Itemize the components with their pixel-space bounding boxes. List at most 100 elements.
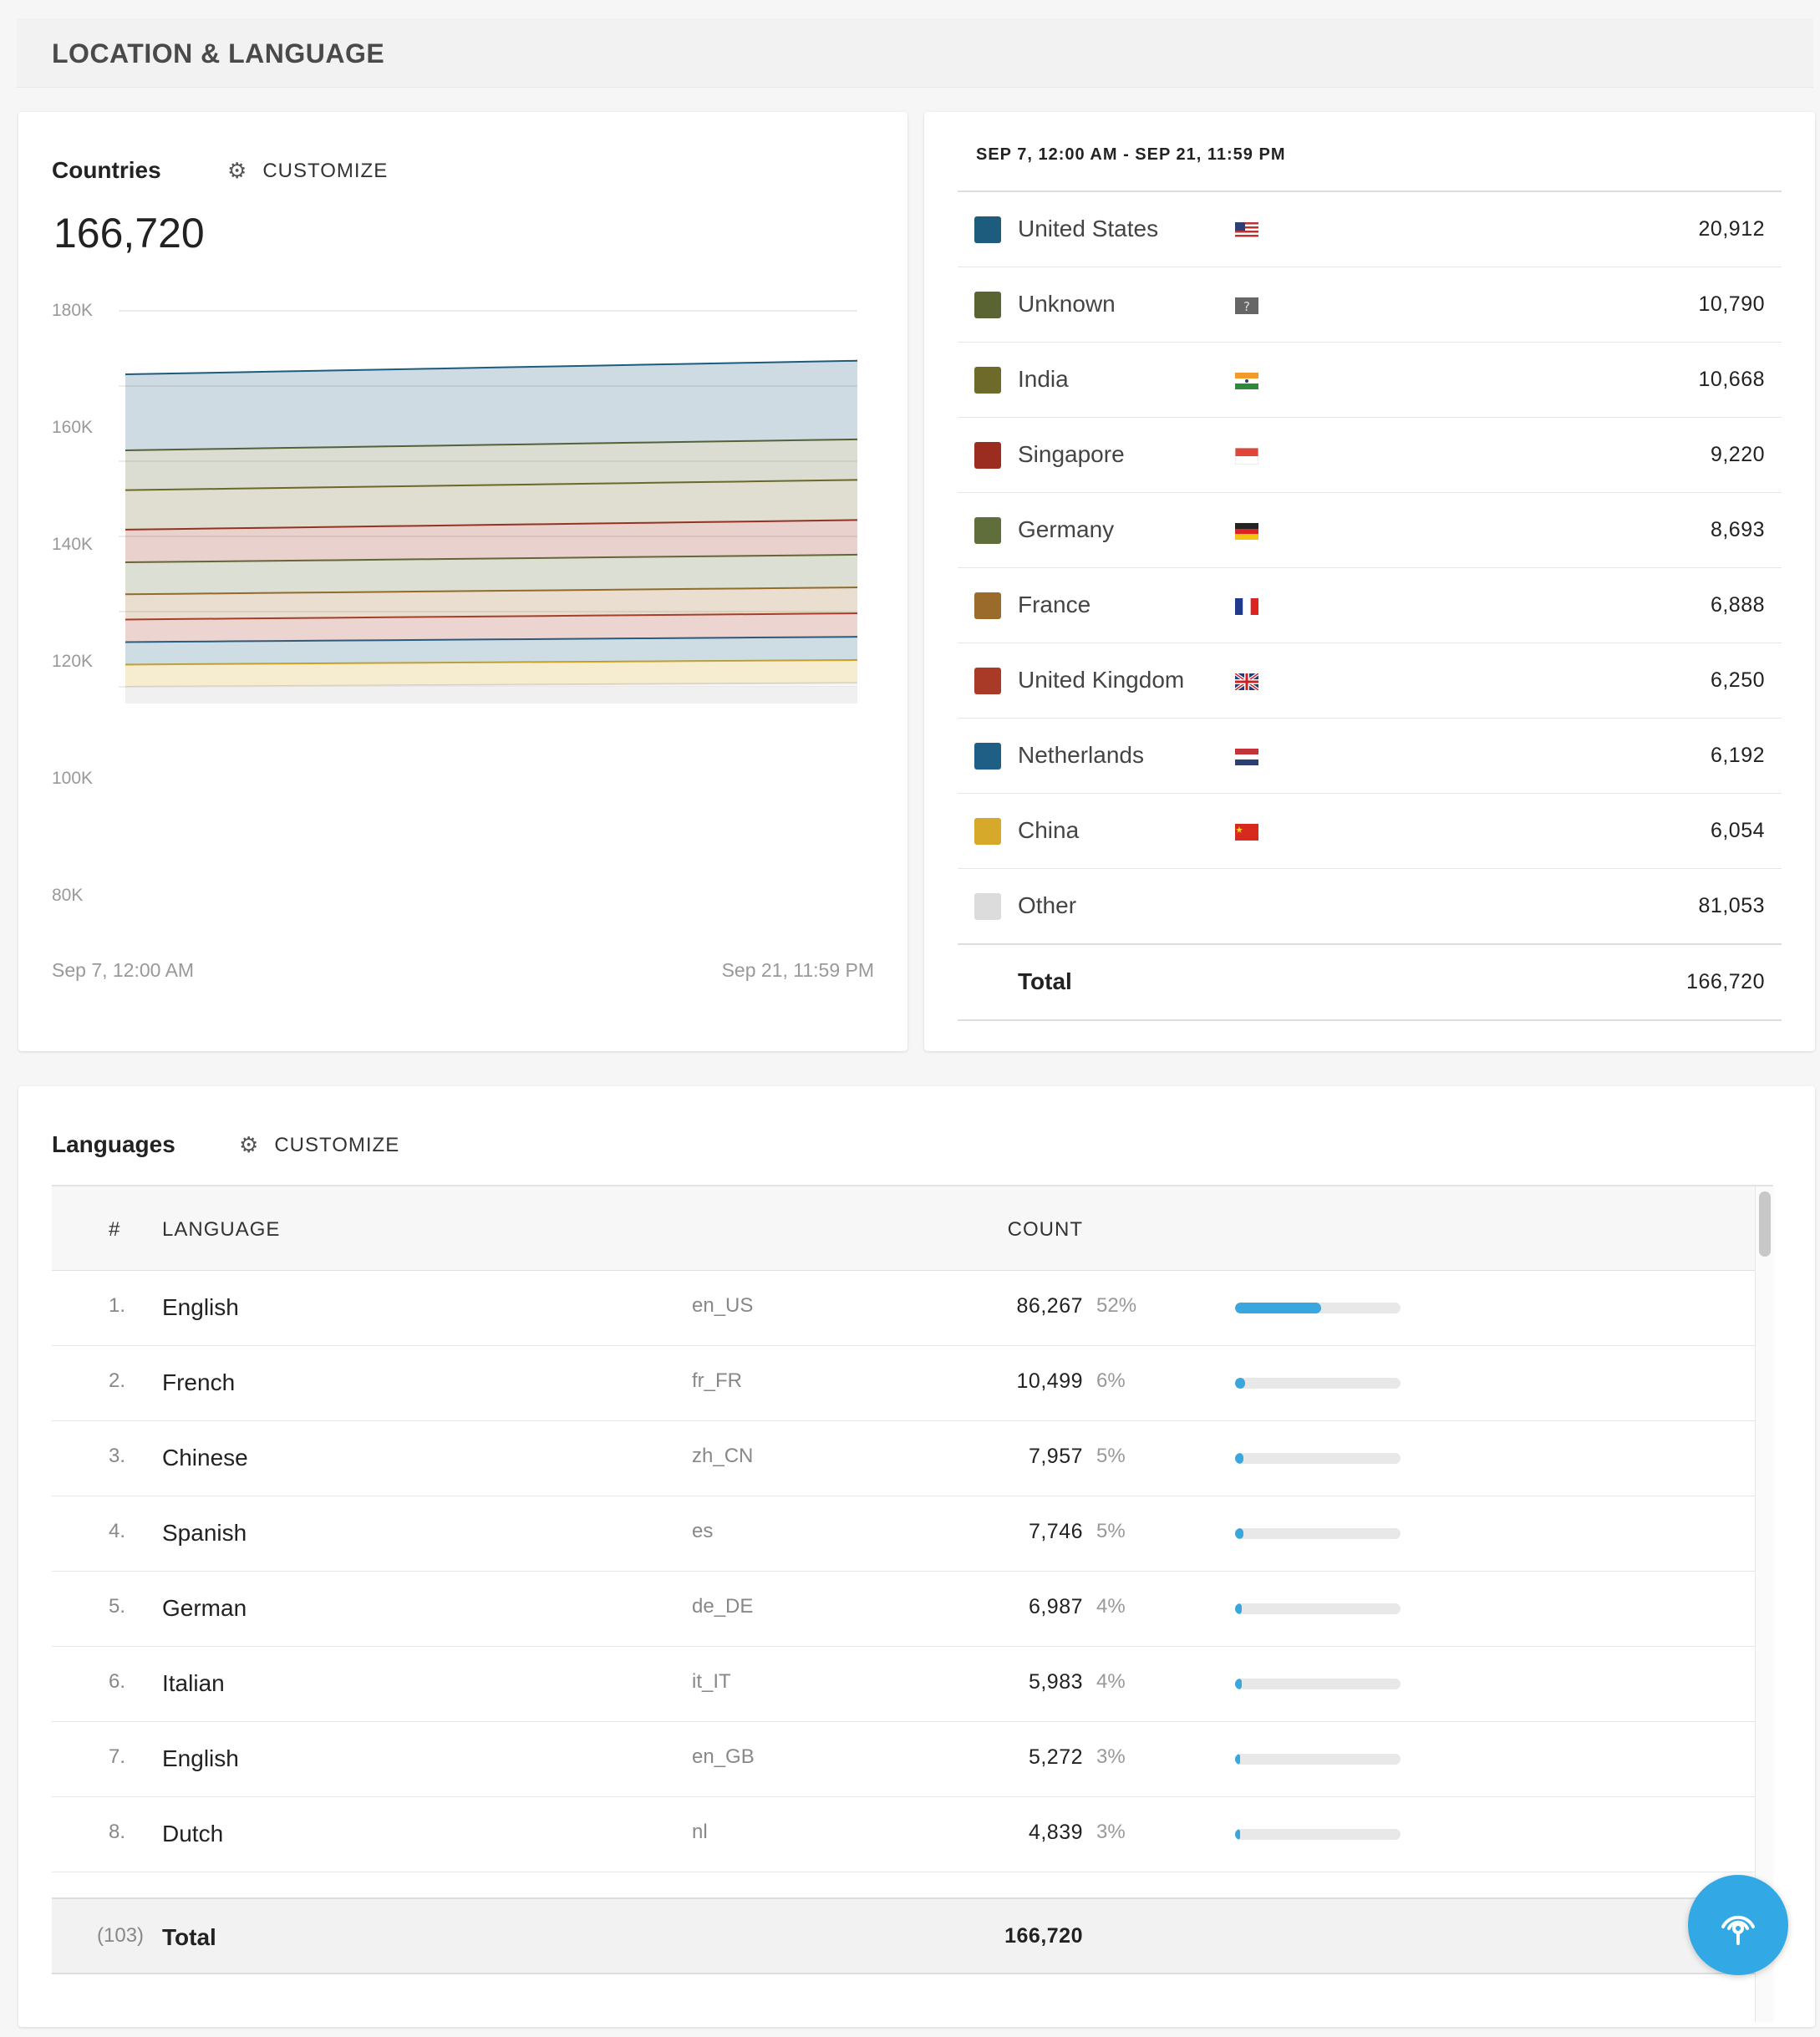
country-count: 81,053 — [1698, 894, 1765, 917]
row-rank: 2. — [109, 1369, 126, 1392]
row-locale-code: it_IT — [692, 1670, 731, 1693]
series-swatch — [974, 592, 1001, 619]
share-bar — [1235, 1378, 1401, 1389]
row-language: French — [162, 1369, 236, 1395]
area-series-united-states — [125, 360, 857, 450]
table-row[interactable]: 4. Spanish es 7,746 5% — [52, 1496, 1773, 1572]
legend-row-united-kingdom[interactable]: United Kingdom 6,250 — [958, 643, 1782, 719]
country-name: Singapore — [1018, 441, 1125, 467]
broadcast-fab-button[interactable] — [1688, 1875, 1788, 1975]
country-name: Germany — [1018, 516, 1115, 542]
date-range-label: SEP 7, 12:00 AM - SEP 21, 11:59 PM — [976, 145, 1286, 164]
legend-row-singapore[interactable]: Singapore 9,220 — [958, 418, 1782, 493]
share-bar — [1235, 1453, 1401, 1464]
row-count: 86,267 — [1016, 1294, 1083, 1318]
share-bar — [1235, 1603, 1401, 1614]
area-series-germany — [125, 554, 857, 595]
row-rank: 6. — [109, 1670, 126, 1693]
share-bar — [1235, 1528, 1401, 1539]
area-series-singapore — [125, 520, 857, 563]
country-count: 6,192 — [1710, 744, 1765, 767]
table-row[interactable]: 5. German de_DE 6,987 4% — [52, 1572, 1773, 1647]
row-percent: 3% — [1096, 1745, 1126, 1768]
country-count: 10,668 — [1698, 368, 1765, 391]
table-total-row: (103) Total 166,720 — [52, 1897, 1773, 1974]
row-percent: 6% — [1096, 1369, 1126, 1392]
y-tick-label: 180K — [52, 301, 94, 320]
series-swatch — [974, 442, 1001, 469]
series-line-india — [125, 479, 858, 491]
countries-title: Countries — [52, 157, 161, 183]
series-line-other — [125, 682, 858, 688]
row-language: Spanish — [162, 1520, 247, 1546]
row-percent: 5% — [1096, 1520, 1126, 1542]
scrollbar-thumb[interactable] — [1759, 1191, 1771, 1257]
country-count: 6,250 — [1710, 668, 1765, 692]
area-series-unknown — [125, 439, 857, 490]
countries-legend-card: SEP 7, 12:00 AM - SEP 21, 11:59 PM Unite… — [924, 112, 1815, 1051]
legend-row-unknown[interactable]: Unknown ? 10,790 — [958, 267, 1782, 343]
table-row[interactable]: 6. Italian it_IT 5,983 4% — [52, 1647, 1773, 1722]
languages-customize-button[interactable]: ⚙ CUSTOMIZE — [239, 1132, 399, 1158]
share-bar-fill — [1235, 1603, 1242, 1614]
country-name: Unknown — [1018, 291, 1116, 317]
gear-icon: ⚙ — [239, 1132, 260, 1157]
legend-row-united-states[interactable]: United States 20,912 — [958, 192, 1782, 267]
y-tick-label: 100K — [52, 769, 94, 788]
row-percent: 52% — [1096, 1294, 1137, 1317]
legend-row-china[interactable]: China 6,054 — [958, 794, 1782, 869]
section-title: LOCATION & LANGUAGE — [52, 38, 385, 69]
table-row[interactable]: 8. Dutch nl 4,839 3% — [52, 1797, 1773, 1872]
netherlands-flag-icon — [1235, 749, 1258, 765]
legend-row-india[interactable]: India 10,668 — [958, 343, 1782, 418]
header-count[interactable]: COUNT — [1007, 1218, 1083, 1241]
row-locale-code: zh_CN — [692, 1445, 754, 1467]
y-tick-label: 140K — [52, 535, 94, 554]
customize-label: CUSTOMIZE — [262, 159, 389, 182]
row-language: English — [162, 1294, 239, 1320]
y-tick-label: 160K — [52, 418, 94, 437]
table-row[interactable]: 2. French fr_FR 10,499 6% — [52, 1346, 1773, 1421]
row-language: Dutch — [162, 1821, 224, 1847]
country-name: Netherlands — [1018, 742, 1144, 768]
series-swatch — [974, 668, 1001, 694]
uk-flag-icon — [1235, 673, 1258, 690]
row-language: English — [162, 1745, 239, 1771]
legend-row-germany[interactable]: Germany 8,693 — [958, 493, 1782, 568]
legend-total-value: 166,720 — [1686, 970, 1765, 993]
legend-row-france[interactable]: France 6,888 — [958, 568, 1782, 643]
series-line-netherlands — [125, 636, 858, 643]
row-locale-code: en_US — [692, 1294, 754, 1317]
table-row[interactable]: 1. English en_US 86,267 52% — [52, 1271, 1773, 1346]
unknown-flag-icon: ? — [1235, 297, 1258, 314]
x-tick-end: Sep 21, 11:59 PM — [721, 959, 874, 981]
area-series-united-kingdom — [125, 613, 857, 643]
legend-row-other[interactable]: Other 81,053 — [958, 869, 1782, 943]
row-rank: 5. — [109, 1595, 126, 1618]
share-bar-fill — [1235, 1378, 1245, 1389]
languages-card: Languages ⚙ CUSTOMIZE # LANGUAGE COUNT 1… — [18, 1086, 1815, 2027]
series-line-germany — [125, 553, 858, 564]
legend-row-netherlands[interactable]: Netherlands 6,192 — [958, 719, 1782, 794]
countries-card: Countries ⚙ CUSTOMIZE 166,720 180K 160K … — [18, 112, 907, 1051]
table-row[interactable]: 3. Chinese zh_CN 7,957 5% — [52, 1421, 1773, 1496]
svg-text:?: ? — [1243, 299, 1250, 314]
share-bar-fill — [1235, 1829, 1240, 1840]
series-swatch — [974, 216, 1001, 243]
share-bar-fill — [1235, 1453, 1243, 1464]
series-swatch — [974, 818, 1001, 845]
series-line-china — [125, 659, 858, 666]
countries-customize-button[interactable]: ⚙ CUSTOMIZE — [227, 158, 388, 184]
series-line-united-states — [125, 359, 858, 376]
table-row[interactable]: 7. English en_GB 5,272 3% — [52, 1722, 1773, 1797]
table-scrollbar[interactable] — [1755, 1186, 1774, 2022]
row-percent: 5% — [1096, 1445, 1126, 1467]
table-header: # LANGUAGE COUNT — [52, 1185, 1773, 1271]
header-language[interactable]: LANGUAGE — [162, 1218, 281, 1241]
countries-area-chart — [119, 310, 858, 704]
share-bar-fill — [1235, 1303, 1321, 1313]
row-rank: 8. — [109, 1821, 126, 1843]
series-swatch — [974, 743, 1001, 770]
country-name: Other — [1018, 892, 1077, 918]
series-line-singapore — [125, 519, 858, 531]
